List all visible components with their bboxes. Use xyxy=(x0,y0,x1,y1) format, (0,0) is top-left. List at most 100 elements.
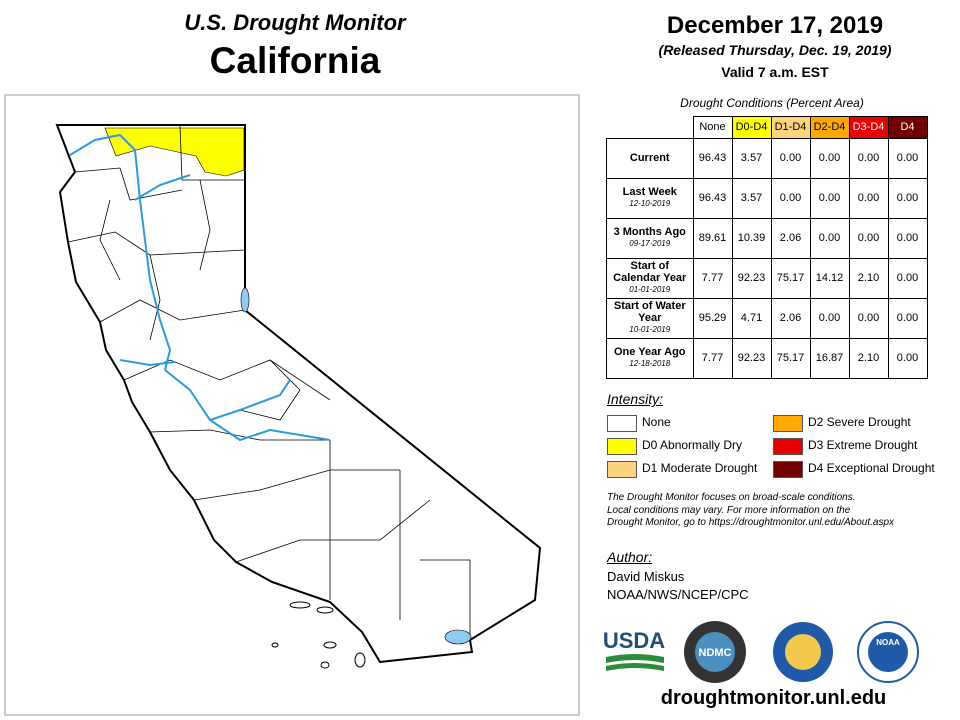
legend-label: D2 Severe Drought xyxy=(808,415,911,429)
value-cell: 2.06 xyxy=(770,297,811,339)
legend-swatch xyxy=(773,438,803,455)
value-cell: 2.10 xyxy=(848,257,889,299)
value-cell: 0.00 xyxy=(848,297,889,339)
row-label: Start of Water Year 10-01-2019 xyxy=(606,297,694,339)
value-cell: 0.00 xyxy=(887,217,928,259)
table-row: Current 96.43 3.57 0.00 0.00 0.00 0.00 xyxy=(606,137,928,179)
date: December 17, 2019 xyxy=(666,12,884,39)
row-label: Current xyxy=(606,137,694,179)
value-cell: 0.00 xyxy=(887,297,928,339)
row-title: Start of Calendar Year xyxy=(613,260,687,284)
value-cell: 3.57 xyxy=(731,137,772,179)
note-line: Local conditions may vary. For more info… xyxy=(607,504,851,516)
row-title: Last Week xyxy=(622,186,677,198)
value-cell: 0.00 xyxy=(887,257,928,299)
value-cell: 92.23 xyxy=(731,257,772,299)
value-cell: 95.29 xyxy=(692,297,733,339)
ndmc-center xyxy=(695,632,735,672)
value-cell: 0.00 xyxy=(848,177,889,219)
row-date: 01-01-2019 xyxy=(629,285,671,294)
value-cell: 0.00 xyxy=(887,177,928,219)
table-row: Last Week 12-10-2019 96.43 3.57 0.00 0.00 0.00… xyxy=(606,177,928,219)
noaa-center xyxy=(868,632,908,672)
value-cell: 0.00 xyxy=(809,297,850,339)
legend-label: D3 Extreme Drought xyxy=(808,438,918,452)
value-cell: 7.77 xyxy=(692,337,733,379)
d0-area xyxy=(104,127,245,177)
legend-title: Intensity: xyxy=(607,391,664,407)
author-name: David Miskus xyxy=(607,569,685,584)
value-cell: 0.00 xyxy=(887,337,928,379)
value-cell: 0.00 xyxy=(809,177,850,219)
legend-label: D0 Abnormally Dry xyxy=(642,438,743,452)
value-cell: 96.43 xyxy=(692,177,733,219)
value-cell: 92.23 xyxy=(731,337,772,379)
value-cell: 75.17 xyxy=(770,337,811,379)
usda-logo: USDA xyxy=(603,628,665,653)
note-line: Drought Monitor, go to https://droughtmo… xyxy=(607,517,895,528)
table-row: Start of Water Year 10-01-2019 95.29 4.71 2.… xyxy=(606,297,928,339)
row-date: 12-10-2019 xyxy=(629,199,671,208)
legend-swatch xyxy=(607,461,637,478)
value-cell: 0.00 xyxy=(770,137,811,179)
legend-swatch xyxy=(607,438,637,455)
table-row: One Year Ago 12-18-2018 7.77 92.23 75.17 16.8… xyxy=(606,337,928,379)
table-caption: Drought Conditions (Percent Area) xyxy=(680,96,864,110)
state: California xyxy=(209,40,381,81)
valid: Valid 7 a.m. EST xyxy=(721,64,829,80)
header-row: None D0-D4 D1-D4 D2-D4 D3-D4 D4 xyxy=(607,116,928,139)
salton-sea xyxy=(444,629,472,645)
legend-label: D4 Exceptional Drought xyxy=(808,461,935,475)
value-cell: 0.00 xyxy=(848,137,889,179)
value-cell: 7.77 xyxy=(692,257,733,299)
lake-tahoe xyxy=(240,287,250,313)
author-org: NOAA/NWS/NCEP/CPC xyxy=(607,587,749,602)
noaa-logo: NOAA xyxy=(876,638,900,647)
islands xyxy=(271,601,366,669)
author-title: Author: xyxy=(607,549,653,565)
note: The Drought Monitor focuses on broad-sca… xyxy=(607,492,894,530)
value-cell: 4.71 xyxy=(731,297,772,339)
row-label: One Year Ago 12-18-2018 xyxy=(606,337,694,379)
logos: USDA NDMC NOAA xyxy=(603,621,919,683)
conditions-table: None D0-D4 D1-D4 D2-D4 D3-D4 D4 Current 96.43 3.… xyxy=(606,116,928,379)
released: (Released Thursday, Dec. 19, 2019) xyxy=(658,42,892,58)
column-header: D3-D4 xyxy=(848,116,889,139)
legend-swatch xyxy=(773,461,803,478)
map xyxy=(4,94,580,716)
ndmc-logo: NDMC xyxy=(699,647,732,659)
value-cell: 0.00 xyxy=(809,137,850,179)
column-header: D2-D4 xyxy=(809,116,850,139)
title: U.S. Drought Monitor xyxy=(184,10,406,35)
row-title: Current xyxy=(629,152,670,164)
legend-label: None xyxy=(642,415,671,429)
legend-swatch xyxy=(773,415,803,432)
row-title: 3 Months Ago xyxy=(613,226,686,238)
value-cell: 14.12 xyxy=(809,257,850,299)
commerce-center xyxy=(785,634,821,670)
value-cell: 0.00 xyxy=(809,217,850,259)
legend-swatch xyxy=(607,415,637,432)
table-row: Start of Calendar Year 01-01-2019 7.77 92.2… xyxy=(606,257,928,299)
row-date: 10-01-2019 xyxy=(629,325,671,334)
column-header: D1-D4 xyxy=(770,116,811,139)
value-cell: 2.10 xyxy=(848,337,889,379)
value-cell: 16.87 xyxy=(809,337,850,379)
note-line: The Drought Monitor focuses on broad-sca… xyxy=(607,492,856,503)
value-cell: 96.43 xyxy=(692,137,733,179)
footer-url: droughtmonitor.unl.edu xyxy=(660,687,887,709)
table-row: 3 Months Ago 09-17-2019 89.61 10.39 2.06 0.00… xyxy=(606,217,928,259)
row-label: Start of Calendar Year 01-01-2019 xyxy=(606,257,694,299)
state-outline xyxy=(55,124,542,664)
value-cell: 0.00 xyxy=(770,177,811,219)
corner-cell xyxy=(607,117,694,139)
value-cell: 10.39 xyxy=(731,217,772,259)
rivers xyxy=(69,133,331,442)
row-title: One Year Ago xyxy=(613,346,686,358)
value-cell: 2.06 xyxy=(770,217,811,259)
value-cell: 3.57 xyxy=(731,177,772,219)
column-header: D4 xyxy=(887,116,928,139)
row-label: Last Week 12-10-2019 xyxy=(606,177,694,219)
value-cell: 75.17 xyxy=(770,257,811,299)
